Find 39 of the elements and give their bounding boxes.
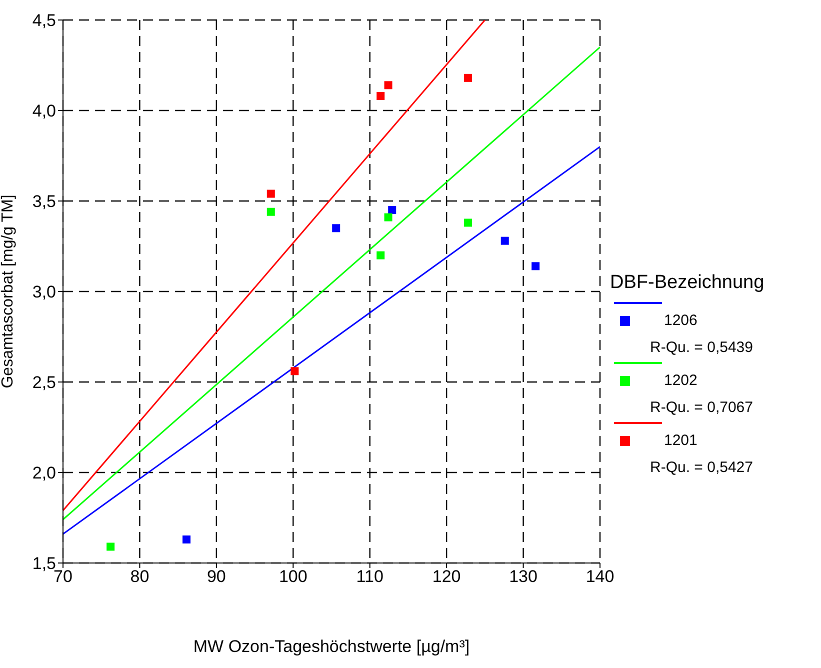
x-tick-label: 70: [54, 567, 72, 586]
x-tick-label: 100: [278, 567, 308, 586]
point: [500, 236, 509, 245]
point: [376, 92, 385, 100]
y-tick-label: 4,5: [32, 11, 56, 30]
text: R-Qu. = 0,5439: [650, 339, 754, 356]
x-axis-title: MW Ozon-Tageshöchstwerte [µg/m³]: [193, 637, 470, 656]
text: R-Qu. = 0,7067: [650, 399, 754, 416]
point: [388, 206, 396, 214]
y-tick-label: 2,0: [32, 464, 56, 483]
legend-label: 1202: [664, 372, 698, 389]
point: [532, 262, 540, 270]
y-tick-label: 1,5: [32, 554, 56, 574]
point: [332, 224, 340, 232]
x-tick-label: 120: [432, 567, 461, 586]
x-tick-label: 140: [586, 567, 614, 586]
legend-title: DBF-Bezeichnung: [610, 272, 764, 294]
point: [376, 251, 385, 260]
point: [384, 81, 392, 90]
y-tick-label: 2,5: [32, 373, 56, 392]
point: [464, 218, 472, 227]
y-tick-label: 3,5: [32, 192, 56, 212]
point: [464, 74, 472, 82]
y-axis-title: Gesamtascorbat [mg/g TM]: [0, 194, 17, 388]
text: R-Qu. = 0,5427: [650, 459, 754, 476]
point: [290, 367, 299, 376]
point: [266, 190, 275, 198]
x-tick-label: 130: [509, 567, 538, 586]
y-tick-label: 4,0: [32, 102, 56, 121]
point: [182, 535, 191, 544]
point: [384, 213, 392, 222]
x-tick-label: 90: [206, 567, 226, 586]
legend-label: 1201: [664, 432, 698, 449]
point: [106, 542, 115, 551]
y-tick-label: 3,0: [32, 282, 56, 302]
x-tick-label: 80: [130, 567, 150, 586]
legend-label: 1206: [664, 312, 698, 329]
x-tick-label: 110: [356, 567, 384, 586]
point: [266, 208, 275, 216]
